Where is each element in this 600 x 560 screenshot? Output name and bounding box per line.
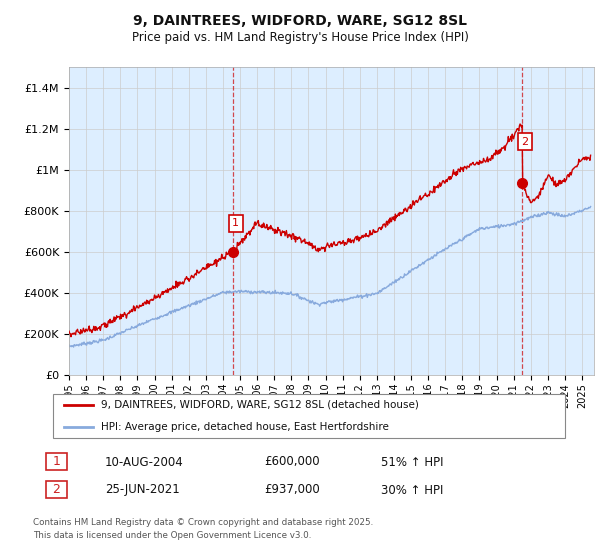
Text: £937,000: £937,000 bbox=[264, 483, 320, 497]
Text: 9, DAINTREES, WIDFORD, WARE, SG12 8SL: 9, DAINTREES, WIDFORD, WARE, SG12 8SL bbox=[133, 14, 467, 28]
Text: 1: 1 bbox=[52, 455, 61, 468]
FancyBboxPatch shape bbox=[46, 453, 67, 470]
FancyBboxPatch shape bbox=[53, 394, 565, 438]
Text: 51% ↑ HPI: 51% ↑ HPI bbox=[381, 455, 443, 469]
FancyBboxPatch shape bbox=[46, 481, 67, 498]
Text: 9, DAINTREES, WIDFORD, WARE, SG12 8SL (detached house): 9, DAINTREES, WIDFORD, WARE, SG12 8SL (d… bbox=[101, 400, 419, 410]
Text: 1: 1 bbox=[232, 218, 239, 228]
Text: 2: 2 bbox=[52, 483, 61, 496]
Text: 2: 2 bbox=[521, 137, 529, 147]
Text: 25-JUN-2021: 25-JUN-2021 bbox=[105, 483, 180, 497]
Text: Contains HM Land Registry data © Crown copyright and database right 2025.
This d: Contains HM Land Registry data © Crown c… bbox=[33, 518, 373, 539]
Text: Price paid vs. HM Land Registry's House Price Index (HPI): Price paid vs. HM Land Registry's House … bbox=[131, 31, 469, 44]
Text: 10-AUG-2004: 10-AUG-2004 bbox=[105, 455, 184, 469]
Text: HPI: Average price, detached house, East Hertfordshire: HPI: Average price, detached house, East… bbox=[101, 422, 389, 432]
Text: £600,000: £600,000 bbox=[264, 455, 320, 469]
Text: 30% ↑ HPI: 30% ↑ HPI bbox=[381, 483, 443, 497]
